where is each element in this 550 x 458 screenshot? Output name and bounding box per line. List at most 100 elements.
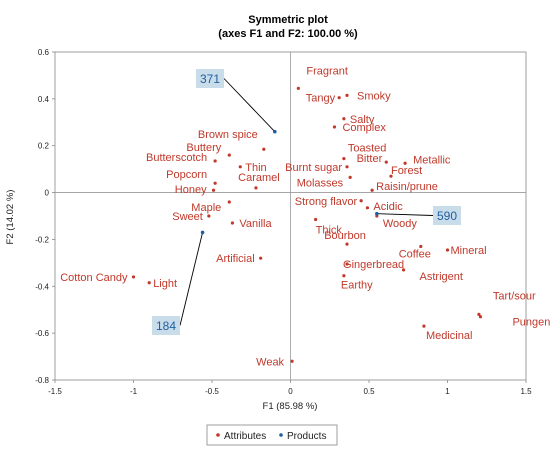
- attribute-label: Artificial: [216, 253, 255, 265]
- y-tick-label: 0.6: [38, 48, 50, 57]
- attribute-point: [477, 312, 481, 316]
- attribute-point: [332, 125, 337, 129]
- product-label: 371: [200, 72, 220, 86]
- attribute-label: Astrigent: [420, 271, 463, 283]
- attribute-label: Brown spice: [198, 129, 258, 141]
- product-point: [273, 129, 277, 134]
- attribute-point: [422, 324, 426, 328]
- attribute-point: [345, 93, 349, 97]
- attribute-point: [314, 217, 318, 222]
- attribute-label: Raisin/prune: [376, 181, 438, 193]
- legend-box: [206, 424, 338, 446]
- attribute-point: [419, 244, 423, 249]
- callout-connector: [179, 232, 204, 326]
- attribute-label: Caramel: [238, 172, 280, 184]
- y-tick-label: 0: [45, 189, 50, 198]
- attribute-point: [147, 281, 151, 285]
- attribute-point: [370, 188, 374, 192]
- connector-layer: [179, 78, 434, 326]
- legend-attributes-label: Attributes: [224, 431, 266, 442]
- axes-layer: -1.5 -1 -0.5 0 0.5 1 1.5 -0.8 -0.6 -0.4 -0.2 0 0.2 0.…: [35, 48, 532, 396]
- attribute-point: [259, 256, 263, 260]
- product-point: [375, 211, 379, 216]
- x-tick-label: 0: [288, 387, 293, 396]
- attribute-point: [337, 96, 341, 100]
- attribute-point: [342, 274, 346, 278]
- attribute-label: Toasted: [348, 143, 387, 155]
- attribute-point: [345, 165, 349, 169]
- x-tick-label: -0.5: [205, 387, 219, 396]
- attribute-label: Sweet: [172, 211, 203, 223]
- chart-title: Symmetric plot: [248, 14, 328, 26]
- attribute-point: [254, 186, 258, 190]
- attribute-label: Coffee: [399, 248, 431, 260]
- product-point: [200, 230, 205, 235]
- attribute-point: [401, 268, 406, 272]
- attribute-label: Tangy: [306, 93, 336, 105]
- attribute-label: Weak: [256, 356, 284, 368]
- attribute-label: Bourbon: [324, 230, 366, 242]
- attribute-point: [348, 175, 352, 179]
- y-tick-label: -0.8: [35, 376, 49, 385]
- y-tick-label: 0.4: [38, 95, 50, 104]
- x-tick-label: 1: [445, 387, 450, 396]
- product-callout-box: [152, 316, 180, 335]
- attribute-label: Woody: [383, 218, 418, 230]
- attribute-label: Metallic: [413, 154, 451, 166]
- attribute-point: [211, 188, 216, 192]
- attribute-label: Medicinal: [426, 330, 472, 342]
- product-label: 590: [437, 209, 457, 223]
- attribute-point: [365, 206, 370, 210]
- attribute-point: [478, 315, 483, 319]
- y-tick-label: 0.2: [38, 142, 50, 151]
- attribute-label: Vanilla: [239, 218, 272, 230]
- attribute-label: Tart/sour: [493, 290, 536, 302]
- attribute-point: [296, 86, 300, 90]
- attribute-label: Thick: [316, 225, 343, 237]
- attribute-point: [262, 147, 266, 151]
- attribute-point: [342, 157, 346, 161]
- attribute-label: Smoky: [357, 90, 391, 102]
- attribute-point: [445, 248, 450, 252]
- callout-connector: [376, 213, 434, 216]
- attribute-label: Fragrant: [306, 65, 348, 77]
- x-axis-label: F1 (85.98 %): [263, 401, 318, 412]
- legend: Attributes Products: [206, 424, 338, 446]
- attribute-label: Mineral: [451, 245, 487, 257]
- attribute-label: Acidic: [373, 201, 403, 213]
- x-tick-label: -1: [130, 387, 138, 396]
- attribute-label: Thin: [245, 162, 266, 174]
- chart-subtitle: (axes F1 and F2: 100.00 %): [218, 28, 358, 40]
- attribute-point: [227, 153, 231, 157]
- attribute-point: [213, 159, 217, 163]
- y-axis-label: F2 (14.02 %): [5, 190, 16, 245]
- attribute-label: Light: [153, 278, 177, 290]
- attribute-point: [131, 275, 136, 279]
- attribute-point: [207, 214, 211, 218]
- y-tick-label: -0.4: [35, 282, 49, 291]
- attribute-point: [230, 221, 235, 225]
- attribute-label: Popcorn: [166, 169, 207, 181]
- attribute-label: Forest: [391, 165, 422, 177]
- attribute-point: [389, 174, 393, 178]
- attribute-label: Buttery: [186, 142, 221, 154]
- attribute-point: [227, 200, 231, 204]
- product-label: 184: [156, 319, 176, 333]
- x-tick-label: 1.5: [520, 387, 532, 396]
- attribute-label: Gingerbread: [343, 259, 404, 271]
- attribute-point: [342, 117, 346, 121]
- attribute-label: Salty: [350, 114, 375, 126]
- x-tick-label: 0.5: [363, 387, 375, 396]
- attribute-label: Honey: [175, 184, 207, 196]
- legend-products-label: Products: [287, 431, 326, 442]
- product-callout-box: [196, 69, 224, 88]
- product-callout-box: [433, 206, 461, 225]
- y-tick-label: -0.2: [35, 235, 49, 244]
- attribute-point: [290, 359, 294, 363]
- attribute-label: Earthy: [341, 280, 373, 292]
- attribute-label: Pungent: [512, 317, 550, 329]
- attribute-label: Burnt sugar: [285, 162, 342, 174]
- legend-products-marker: [279, 433, 283, 437]
- marks-layer: [131, 86, 483, 363]
